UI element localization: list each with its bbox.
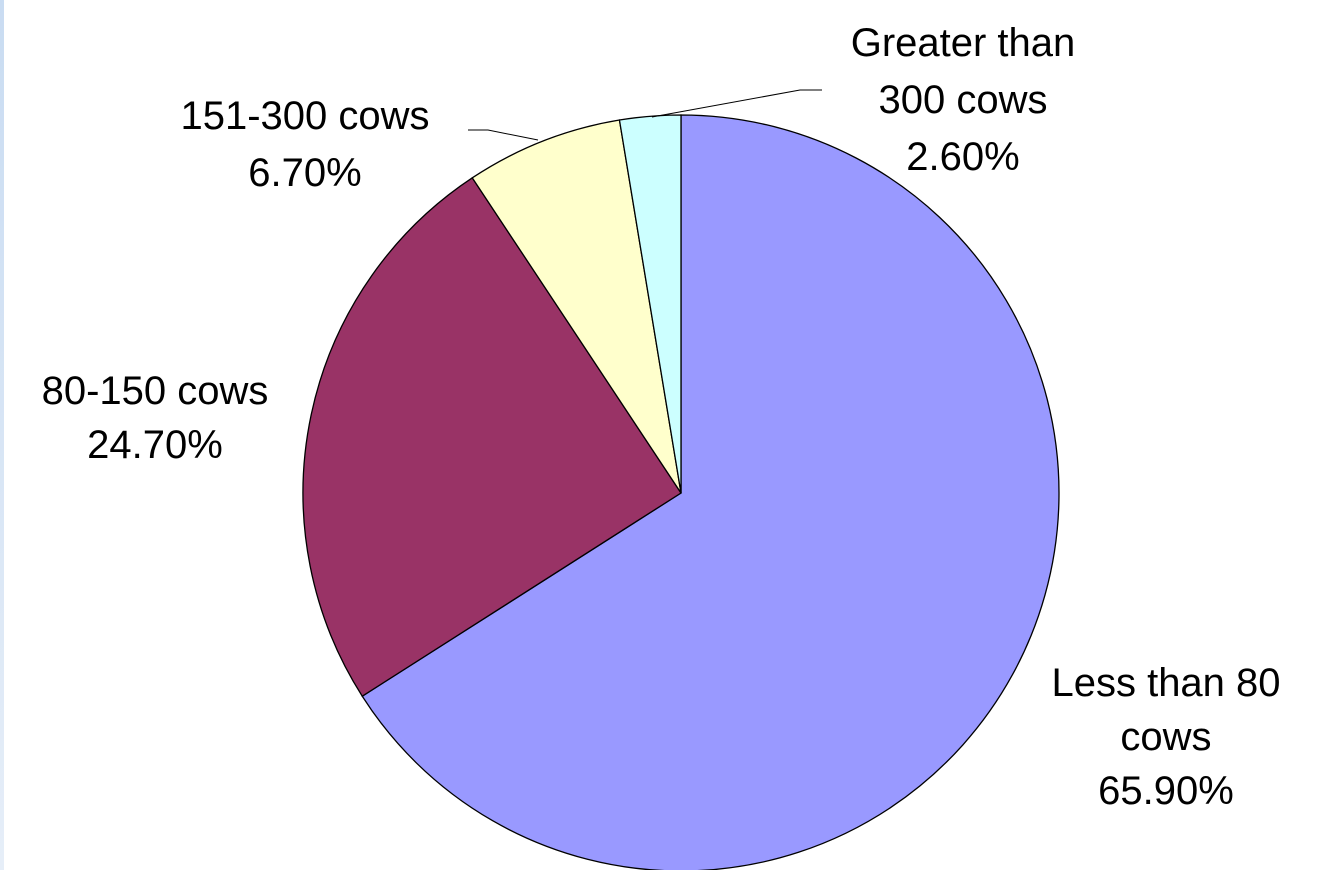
slice-label-line: 2.60% [906, 135, 1019, 179]
slice-label-line: Less than 80 [1051, 661, 1280, 705]
pie-slice-2 [302, 176, 682, 698]
slice-label-1: Less than 80 cows 65.90% [1051, 661, 1280, 813]
pie-slice-4 [618, 114, 682, 494]
slice-label-line: 65.90% [1098, 769, 1234, 813]
slice-label-line: cows [1120, 715, 1211, 759]
slices-layer [302, 114, 1060, 870]
slice-label-line: Greater than [851, 21, 1076, 65]
slice-label-2: 80-150 cows 24.70% [42, 369, 269, 467]
pie-slice-3 [471, 119, 682, 494]
labels-layer: Less than 80 cows 65.90% 80-150 cows 24.70% 1… [42, 21, 1281, 813]
slice-label-line: 300 cows [879, 78, 1048, 122]
slice-label-3: 151-300 cows 6.70% [180, 94, 429, 195]
leader-lines-layer [468, 89, 822, 141]
slice-label-4: Greater than 300 cows 2.60% [851, 21, 1076, 179]
slice-label-line: 24.70% [87, 423, 223, 467]
left-window-edge [0, 0, 4, 870]
leader-line-4 [651, 89, 822, 118]
pie-slice-1 [361, 114, 1060, 870]
slice-label-line: 151-300 cows [180, 94, 429, 138]
leader-line-3 [468, 129, 539, 141]
slice-label-line: 6.70% [248, 151, 361, 195]
slice-label-line: 80-150 cows [42, 369, 269, 413]
